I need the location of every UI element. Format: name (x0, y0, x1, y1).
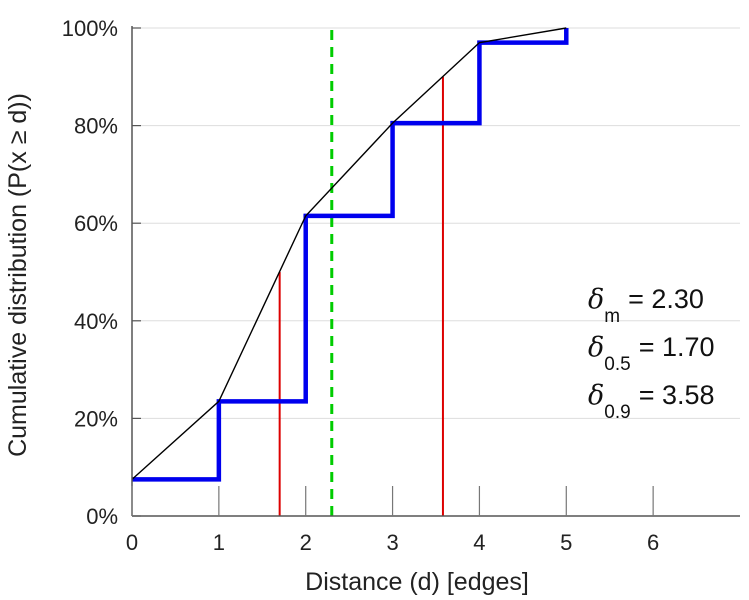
delta-subscript: 0.9 (604, 402, 630, 423)
y-tick-label: 80% (74, 114, 118, 139)
series-layer (131, 27, 569, 482)
y-tick-label: 100% (62, 16, 118, 41)
delta-symbol: δ (588, 332, 604, 363)
cdf-step-series (132, 28, 569, 482)
y-tick-label: 60% (74, 211, 118, 236)
x-tick-label: 5 (560, 530, 572, 555)
x-axis-title: Distance (d) [edges] (305, 568, 529, 596)
delta-value: = 1.70 (639, 332, 715, 362)
grid-lines (132, 27, 740, 419)
reference-lines (278, 28, 444, 516)
cdf-interpolated-line (131, 27, 567, 480)
x-tick-label: 2 (300, 530, 312, 555)
tick-labels: 0% 20% 40% 60% 80% 100% 0 1 2 3 4 5 6 (62, 16, 660, 555)
axes (131, 26, 740, 517)
x-tick-label: 1 (213, 530, 225, 555)
delta-value: = 2.30 (628, 284, 704, 314)
y-tick-label: 40% (74, 309, 118, 334)
delta-subscript: 0.5 (604, 354, 630, 375)
delta-annotation: δ0.9 = 3.58 (588, 380, 715, 423)
delta-subscript: m (604, 306, 620, 327)
y-axis-title: Cumulative distribution (P(x ≥ d)) (4, 93, 32, 457)
x-tick-label: 6 (647, 530, 659, 555)
x-tick-label: 3 (386, 530, 398, 555)
delta-annotation: δm = 2.30 (588, 284, 704, 327)
y-tick-label: 0% (86, 504, 118, 529)
delta-value: = 3.58 (639, 380, 715, 410)
delta-symbol: δ (588, 284, 604, 315)
delta-symbol: δ (588, 380, 604, 411)
x-tick-label: 0 (126, 530, 138, 555)
y-tick-label: 20% (74, 406, 118, 431)
x-tick-label: 4 (473, 530, 485, 555)
delta-annotation: δ0.5 = 1.70 (588, 332, 715, 375)
